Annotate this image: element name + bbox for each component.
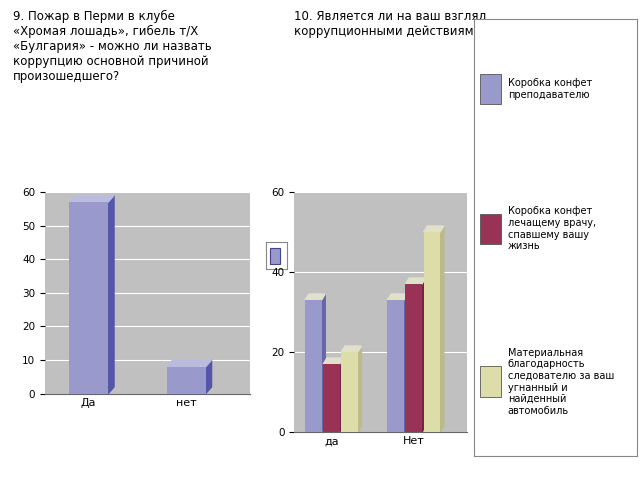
Polygon shape <box>358 346 362 432</box>
Bar <box>323 364 340 432</box>
Bar <box>69 202 108 394</box>
Bar <box>424 232 440 432</box>
Bar <box>406 284 422 432</box>
Bar <box>387 300 404 432</box>
Bar <box>270 248 280 264</box>
Polygon shape <box>323 358 344 364</box>
Text: Коробка конфет
лечащему врачу,
спавшему вашу
жизнь: Коробка конфет лечащему врачу, спавшему … <box>508 206 596 251</box>
Polygon shape <box>440 226 444 432</box>
Text: 9. Пожар в Перми в клубе
«Хромая лошадь», гибель т/Х
«Булгария» - можно ли назва: 9. Пожар в Перми в клубе «Хромая лошадь»… <box>13 10 212 83</box>
Bar <box>480 366 501 397</box>
Bar <box>305 300 321 432</box>
Bar <box>480 214 501 244</box>
Polygon shape <box>406 278 426 284</box>
Bar <box>341 352 358 432</box>
Polygon shape <box>424 226 444 232</box>
Polygon shape <box>404 294 408 432</box>
Text: 10. Является ли на ваш взгляд
коррупционными действиями?: 10. Является ли на ваш взгляд коррупцион… <box>294 10 488 37</box>
Polygon shape <box>166 360 212 367</box>
Polygon shape <box>305 294 325 300</box>
Text: Коробка конфет
преподавателю: Коробка конфет преподавателю <box>508 78 592 100</box>
Polygon shape <box>422 278 426 432</box>
Polygon shape <box>69 195 114 202</box>
Polygon shape <box>387 294 408 300</box>
Polygon shape <box>108 195 114 394</box>
Polygon shape <box>205 360 212 394</box>
Text: Материальная
благодарность
следователю за ваш
угнанный и
найденный
автомобиль: Материальная благодарность следователю з… <box>508 348 614 416</box>
Polygon shape <box>340 358 344 432</box>
Polygon shape <box>341 346 362 352</box>
Bar <box>480 74 501 104</box>
Bar <box>166 367 205 394</box>
Polygon shape <box>321 294 325 432</box>
